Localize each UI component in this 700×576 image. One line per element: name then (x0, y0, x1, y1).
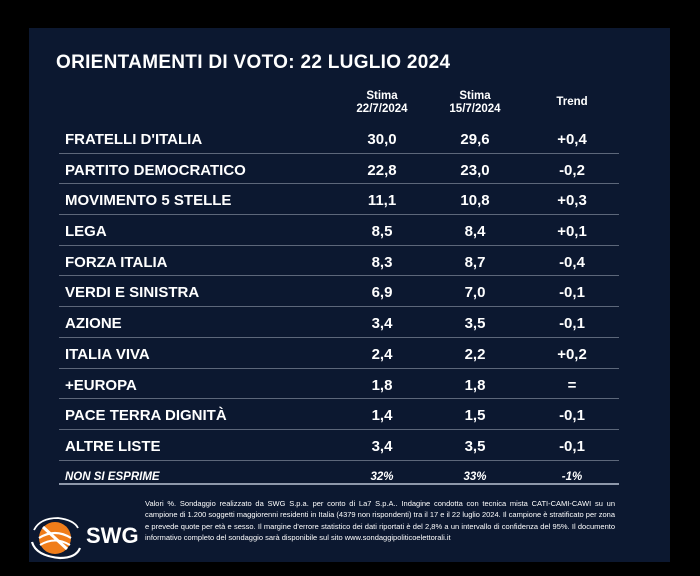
current-value: 8,5 (371, 223, 393, 241)
current-value: 2,4 (371, 345, 393, 363)
previous-value: 3,5 (464, 437, 486, 455)
swg-logo-icon (30, 517, 82, 560)
current-value: 8,3 (371, 253, 393, 271)
trend-value: -0,4 (559, 253, 585, 271)
previous-value: 3,5 (464, 315, 486, 333)
trend-value: -0,1 (559, 284, 585, 302)
party-name: PARTITO DEMOCRATICO (65, 161, 246, 179)
table-row-non-si-esprime: NON SI ESPRIME 32% 33% -1% (59, 461, 619, 492)
previous-value: 2,2 (464, 345, 486, 363)
methodology-footnote: Valori %. Sondaggio realizzato da SWG S.… (145, 499, 615, 542)
trend-value: -0,2 (559, 161, 585, 179)
current-value: 3,4 (371, 437, 393, 455)
previous-value: 33% (463, 470, 487, 483)
page-title: ORIENTAMENTI DI VOTO: 22 LUGLIO 2024 (56, 52, 451, 73)
previous-value: 1,8 (464, 376, 486, 394)
table-bottom-divider (59, 483, 619, 485)
table-row: ALTRE LISTE 3,4 3,5 -0,1 (59, 430, 619, 461)
table-row: PARTITO DEMOCRATICO 22,8 23,0 -0,2 (59, 154, 619, 185)
table-row: FORZA ITALIA 8,3 8,7 -0,4 (59, 246, 619, 277)
current-value: 30,0 (367, 131, 397, 148)
column-header-previous-date: 15/7/2024 (449, 103, 501, 115)
party-name: AZIONE (65, 315, 122, 333)
previous-value: 1,5 (464, 407, 486, 425)
party-name: MOVIMENTO 5 STELLE (65, 192, 232, 210)
party-name: FORZA ITALIA (65, 253, 168, 271)
trend-value: +0,3 (557, 192, 587, 210)
table-row: FRATELLI D'ITALIA 30,0 29,6 +0,4 (59, 123, 619, 154)
table-row: MOVIMENTO 5 STELLE 11,1 10,8 +0,3 (59, 184, 619, 216)
party-name: LEGA (65, 223, 107, 241)
current-value: 1,8 (371, 376, 393, 394)
previous-value: 29,6 (460, 131, 490, 148)
trend-value: +0,4 (557, 131, 587, 148)
trend-value: -0,1 (559, 407, 585, 425)
table-row: +EUROPA 1,8 1,8 = (59, 369, 619, 400)
table-row: PACE TERRA DIGNITÀ 1,4 1,5 -0,1 (59, 399, 619, 430)
column-header-current-label: Stima (366, 90, 398, 102)
current-value: 11,1 (367, 192, 397, 210)
brand-name: SWG (86, 523, 139, 548)
party-name: ITALIA VIVA (65, 345, 150, 363)
party-name: PACE TERRA DIGNITÀ (65, 407, 227, 425)
party-name: NON SI ESPRIME (65, 470, 160, 483)
trend-value: +0,2 (557, 345, 587, 363)
trend-value: +0,1 (557, 223, 587, 241)
previous-value: 10,8 (460, 192, 490, 210)
party-name: +EUROPA (65, 376, 137, 394)
party-name: ALTRE LISTE (65, 437, 161, 455)
table-row: AZIONE 3,4 3,5 -0,1 (59, 307, 619, 338)
column-header-previous: Stima 15/7/2024 (415, 90, 535, 116)
poll-table: FRATELLI D'ITALIA 30,0 29,6 +0,4 PARTITO… (59, 123, 619, 491)
previous-value: 8,4 (464, 223, 486, 241)
current-value: 1,4 (371, 407, 393, 425)
trend-value: -1% (561, 470, 583, 483)
table-row: LEGA 8,5 8,4 +0,1 (59, 215, 619, 246)
table-row: VERDI E SINISTRA 6,9 7,0 -0,1 (59, 276, 619, 308)
trend-value: -0,1 (559, 315, 585, 333)
previous-value: 8,7 (464, 253, 486, 271)
table-row: ITALIA VIVA 2,4 2,2 +0,2 (59, 338, 619, 369)
panel-background (29, 28, 670, 562)
trend-value: -0,1 (559, 437, 585, 455)
column-header-trend: Trend (556, 96, 588, 108)
column-header-previous-label: Stima (459, 90, 491, 102)
current-value: 32% (370, 470, 394, 483)
current-value: 6,9 (371, 284, 393, 302)
previous-value: 23,0 (460, 161, 490, 179)
current-value: 3,4 (371, 315, 393, 333)
party-name: FRATELLI D'ITALIA (65, 131, 203, 148)
trend-value: = (567, 376, 577, 394)
column-header-current: Stima 22/7/2024 (322, 90, 442, 116)
party-name: VERDI E SINISTRA (65, 284, 200, 302)
column-header-current-date: 22/7/2024 (356, 103, 408, 115)
previous-value: 7,0 (464, 284, 486, 302)
current-value: 22,8 (367, 161, 397, 179)
